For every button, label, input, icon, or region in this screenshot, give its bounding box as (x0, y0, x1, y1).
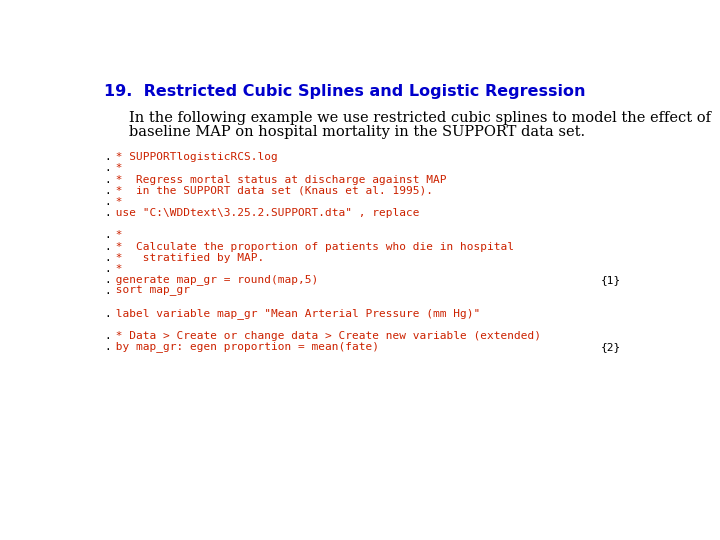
Text: .: . (104, 197, 111, 207)
Text: In the following example we use restricted cubic splines to model the effect of: In the following example we use restrict… (129, 111, 711, 125)
Text: .: . (104, 308, 111, 319)
Text: by map_gr: egen proportion = mean(fate): by map_gr: egen proportion = mean(fate) (109, 342, 379, 353)
Text: {2}: {2} (600, 342, 621, 352)
Text: {1}: {1} (600, 275, 621, 285)
Text: .: . (104, 275, 111, 285)
Text: *: * (109, 197, 122, 207)
Text: *   stratified by MAP.: * stratified by MAP. (109, 253, 264, 262)
Text: .: . (104, 186, 111, 195)
Text: .: . (104, 164, 111, 173)
Text: 19.  Restricted Cubic Splines and Logistic Regression: 19. Restricted Cubic Splines and Logisti… (104, 84, 585, 99)
Text: .: . (104, 264, 111, 274)
Text: * Data > Create or change data > Create new variable (extended): * Data > Create or change data > Create … (109, 331, 541, 341)
Text: .: . (104, 342, 111, 352)
Text: *: * (109, 164, 122, 173)
Text: *  in the SUPPORT data set (Knaus et al. 1995).: * in the SUPPORT data set (Knaus et al. … (109, 186, 433, 195)
Text: baseline MAP on hospital mortality in the SUPPORT data set.: baseline MAP on hospital mortality in th… (129, 125, 585, 139)
Text: .: . (104, 208, 111, 218)
Text: *  Regress mortal status at discharge against MAP: * Regress mortal status at discharge aga… (109, 174, 446, 185)
Text: *  Calculate the proportion of patients who die in hospital: * Calculate the proportion of patients w… (109, 241, 513, 252)
Text: generate map_gr = round(map,5): generate map_gr = round(map,5) (109, 274, 318, 286)
Text: * SUPPORTlogisticRCS.log: * SUPPORTlogisticRCS.log (109, 152, 277, 162)
Text: .: . (104, 152, 111, 162)
Text: *: * (109, 264, 122, 274)
Text: .: . (104, 231, 111, 240)
Text: label variable map_gr "Mean Arterial Pressure (mm Hg)": label variable map_gr "Mean Arterial Pre… (109, 308, 480, 319)
Text: .: . (104, 241, 111, 252)
Text: *: * (109, 231, 122, 240)
Text: sort map_gr: sort map_gr (109, 286, 189, 296)
Text: .: . (104, 174, 111, 185)
Text: use "C:\WDDtext\3.25.2.SUPPORT.dta" , replace: use "C:\WDDtext\3.25.2.SUPPORT.dta" , re… (109, 208, 419, 218)
Text: .: . (104, 286, 111, 296)
Text: .: . (104, 331, 111, 341)
Text: .: . (104, 253, 111, 262)
